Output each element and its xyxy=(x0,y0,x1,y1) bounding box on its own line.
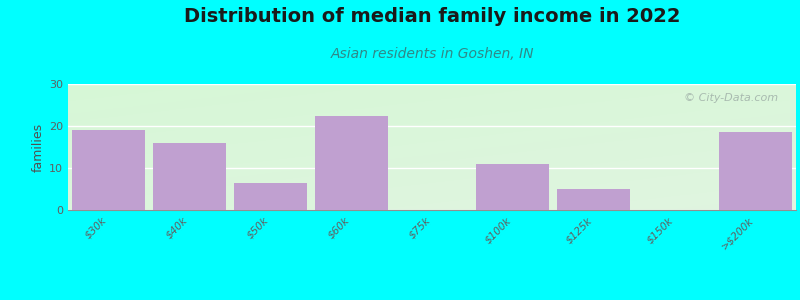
Text: Asian residents in Goshen, IN: Asian residents in Goshen, IN xyxy=(330,46,534,61)
Y-axis label: families: families xyxy=(32,122,45,172)
Bar xyxy=(558,189,630,210)
Bar xyxy=(234,183,306,210)
Text: © City-Data.com: © City-Data.com xyxy=(684,93,778,103)
Bar xyxy=(72,130,145,210)
Text: Distribution of median family income in 2022: Distribution of median family income in … xyxy=(184,8,680,26)
Bar xyxy=(153,143,226,210)
Bar xyxy=(558,189,630,210)
Bar xyxy=(153,143,226,210)
Bar xyxy=(72,130,145,210)
Bar xyxy=(477,164,550,210)
Bar xyxy=(719,132,792,210)
Bar xyxy=(234,183,306,210)
Bar xyxy=(314,116,387,210)
Bar xyxy=(719,132,792,210)
Bar xyxy=(314,116,387,210)
Bar xyxy=(477,164,550,210)
